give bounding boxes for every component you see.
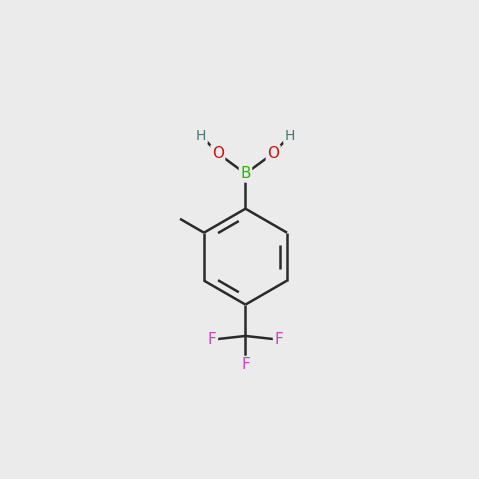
- Text: O: O: [267, 146, 279, 161]
- Text: O: O: [212, 146, 224, 161]
- Text: F: F: [208, 332, 217, 347]
- Text: H: H: [285, 129, 295, 143]
- Text: F: F: [274, 332, 283, 347]
- Text: B: B: [240, 166, 251, 181]
- Text: H: H: [196, 129, 206, 143]
- Text: F: F: [241, 357, 250, 372]
